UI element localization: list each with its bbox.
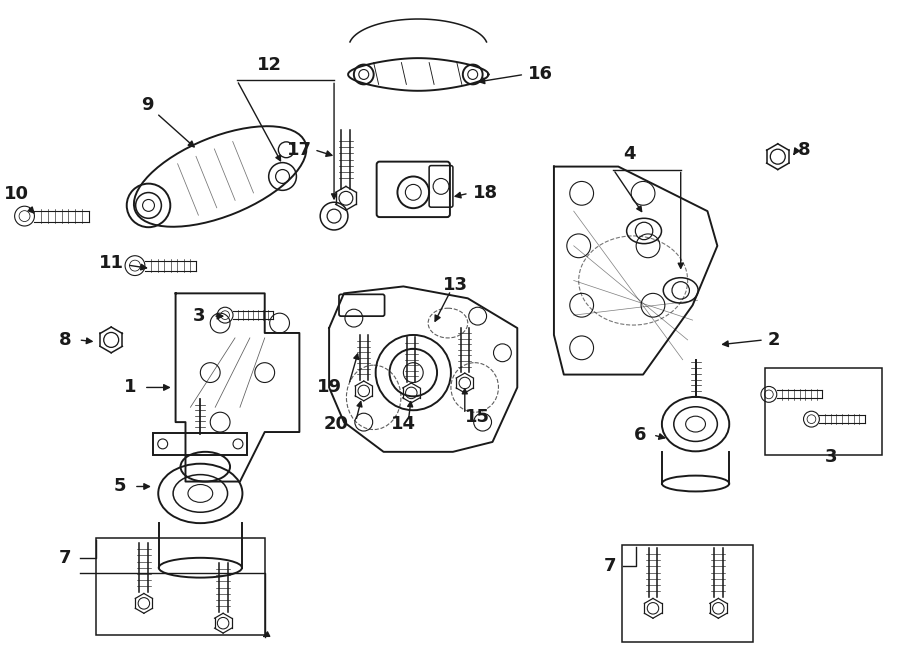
Text: 17: 17 <box>287 141 312 159</box>
Text: 8: 8 <box>59 331 72 349</box>
Text: 19: 19 <box>317 379 342 397</box>
Text: 8: 8 <box>797 141 810 159</box>
Text: 12: 12 <box>257 56 283 73</box>
Text: 2: 2 <box>768 331 780 349</box>
Text: 15: 15 <box>464 408 490 426</box>
Text: 7: 7 <box>604 557 617 574</box>
Text: 9: 9 <box>141 96 194 147</box>
Text: 3: 3 <box>825 447 838 466</box>
Text: 5: 5 <box>113 477 126 496</box>
Polygon shape <box>176 293 300 482</box>
Text: 14: 14 <box>391 415 416 433</box>
Text: 4: 4 <box>623 145 635 163</box>
Text: 13: 13 <box>443 276 468 294</box>
Polygon shape <box>329 286 518 452</box>
Text: 1: 1 <box>123 379 136 397</box>
Polygon shape <box>554 167 717 375</box>
Text: 20: 20 <box>324 415 349 433</box>
Text: 10: 10 <box>4 185 34 213</box>
Text: 7: 7 <box>59 549 72 567</box>
Text: 16: 16 <box>528 65 554 83</box>
Text: 18: 18 <box>472 184 498 202</box>
Text: 11: 11 <box>99 254 147 272</box>
Text: 6: 6 <box>634 426 646 444</box>
Text: 3: 3 <box>193 307 205 325</box>
